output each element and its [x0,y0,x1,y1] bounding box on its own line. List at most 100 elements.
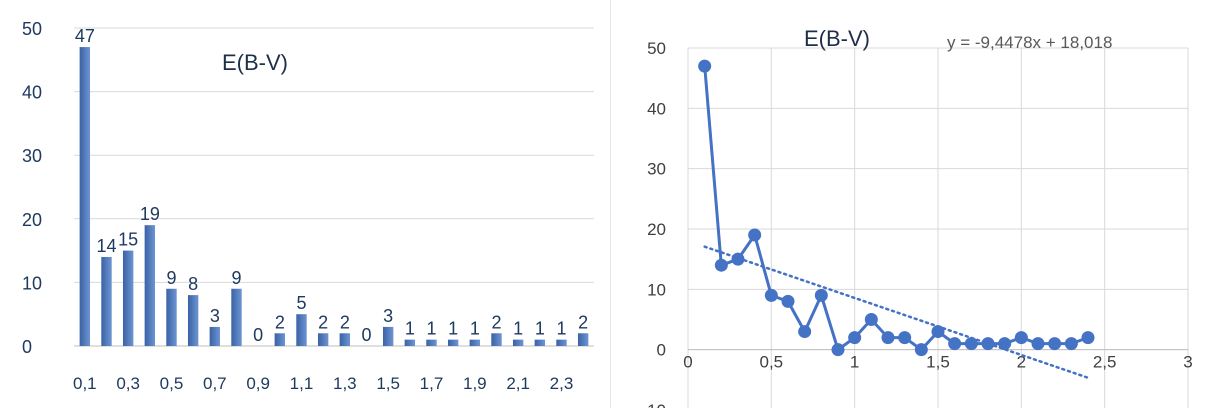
data-point [1014,331,1028,345]
data-point [814,288,828,302]
y-tick-label: 30 [647,160,666,179]
data-point [698,59,712,73]
bar-data-label: 9 [166,268,176,288]
y-tick-label: 50 [647,39,666,58]
bar-chart-title: E(B-V) [222,50,288,75]
x-tick-label: 1,1 [290,374,314,393]
x-tick-label: 0,9 [246,374,270,393]
bar-data-label: 3 [210,306,220,326]
x-tick-label: 2,1 [506,374,530,393]
trendline [703,245,1090,380]
bar [122,250,134,346]
data-point [1048,337,1062,351]
bar [274,333,286,346]
bar [469,339,481,346]
trendline-equation: y = -9,4478x + 18,018 [947,33,1113,52]
x-tick-label: 1,9 [463,374,487,393]
x-tick-label: 0 [683,353,692,372]
y-tick-label: 30 [22,146,42,166]
bar [317,333,329,346]
bar [339,333,351,346]
y-tick-label: 0 [22,337,32,357]
bar-data-label: 2 [275,312,285,332]
x-tick-label: 1,5 [926,353,950,372]
bar-data-label: 2 [578,312,588,332]
bar-data-label: 5 [296,293,306,313]
bar [296,314,307,346]
bar-data-label: 47 [75,26,95,46]
data-point [981,337,995,351]
bar-data-label: 2 [491,312,501,332]
x-tick-label: 1 [850,353,859,372]
bar [101,256,112,346]
bar [447,339,459,346]
x-tick-label: 1,5 [376,374,400,393]
y-tick-label: 40 [22,83,42,103]
data-point [948,337,962,351]
bar [144,225,156,346]
bar [231,288,242,346]
bar-data-label: 0 [361,325,371,345]
scatter-chart-panel: -10 0 10 20 30 40 50 0 0,5 1 1,5 2 2,5 3 E(B-V) y = -… [622,0,1215,408]
x-tick-label: 2,5 [1093,353,1117,372]
bar-data-label: 19 [140,204,160,224]
data-point [914,343,928,357]
data-point [848,331,862,345]
bar-data-label: 9 [231,268,241,288]
bar [187,295,199,346]
y-tick-label: 40 [647,99,666,118]
bar-data-label: 0 [253,325,263,345]
x-tick-label: 3 [1183,353,1192,372]
y-tick-label: 50 [22,19,42,39]
bar [166,288,177,346]
data-point [798,325,812,339]
bar [534,339,546,346]
bar [209,326,221,346]
y-tick-label: 0 [657,341,666,360]
bar-data-label: 1 [556,319,566,339]
data-point [781,294,795,308]
bar [491,333,502,346]
data-point [1081,331,1095,345]
bar [556,339,567,346]
bar [404,339,416,346]
data-point [1031,337,1045,351]
bar-data-label: 1 [448,319,458,339]
data-point [881,331,895,345]
bar [382,326,394,346]
bar-data-label: 2 [318,312,328,332]
data-point [998,337,1012,351]
data-point [731,252,745,266]
x-tick-label: 0,1 [73,374,97,393]
bar-data-label: 15 [118,230,138,250]
bar [512,339,524,346]
data-point [714,258,728,272]
bar-data-label: 8 [188,274,198,294]
bar-data-label: 14 [96,236,116,256]
bar-data-label: 1 [535,319,545,339]
x-tick-label: 1,3 [333,374,357,393]
data-point [831,343,845,357]
data-point [898,331,912,345]
x-tick-label: 2 [1017,353,1026,372]
data-point [931,325,945,339]
x-tick-label: 1,7 [420,374,444,393]
y-tick-label: 10 [22,273,42,293]
data-point [964,337,978,351]
bar-chart-panel: 0 10 20 30 40 50 47 14 15 19 9 8 3 9 0 2 5 2 2 0 3 1 1 1 1 2 1 1 1 2 0… [22,0,611,408]
y-tick-label: 20 [22,210,42,230]
bar-data-label: 1 [470,319,480,339]
data-point [864,313,878,326]
bar-data-label: 2 [340,312,350,332]
data-point [764,288,778,302]
bar [426,339,437,346]
bar [79,47,91,346]
data-point [748,228,762,242]
x-tick-label: 0,5 [760,353,784,372]
bar [577,333,589,346]
bar-data-label: 1 [426,319,436,339]
x-tick-label: 0,3 [116,374,140,393]
y-tick-label: 20 [647,220,666,239]
bar-data-label: 1 [405,319,415,339]
